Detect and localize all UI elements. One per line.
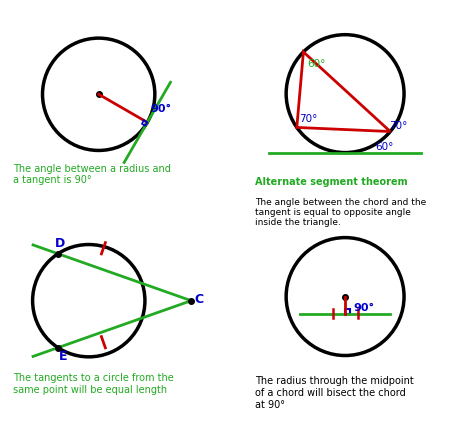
Text: The tangents to a circle from the
same point will be equal length: The tangents to a circle from the same p… [13,373,173,395]
Text: D: D [55,237,65,250]
Text: The angle between a radius and
a tangent is 90°: The angle between a radius and a tangent… [13,164,171,185]
Text: C: C [194,293,204,306]
Text: 60°: 60° [307,59,325,69]
Text: 90°: 90° [354,303,374,313]
Text: The radius through the midpoint
of a chord will bisect the chord
at 90°: The radius through the midpoint of a cho… [255,376,414,409]
Text: Alternate segment theorem: Alternate segment theorem [255,177,408,187]
Text: 90°: 90° [151,104,172,114]
Text: The angle between the chord and the
tangent is equal to opposite angle
inside th: The angle between the chord and the tang… [255,198,426,227]
Text: 70°: 70° [389,121,407,131]
Text: E: E [59,350,68,362]
Text: 60°: 60° [375,142,393,153]
Text: 70°: 70° [300,114,318,124]
